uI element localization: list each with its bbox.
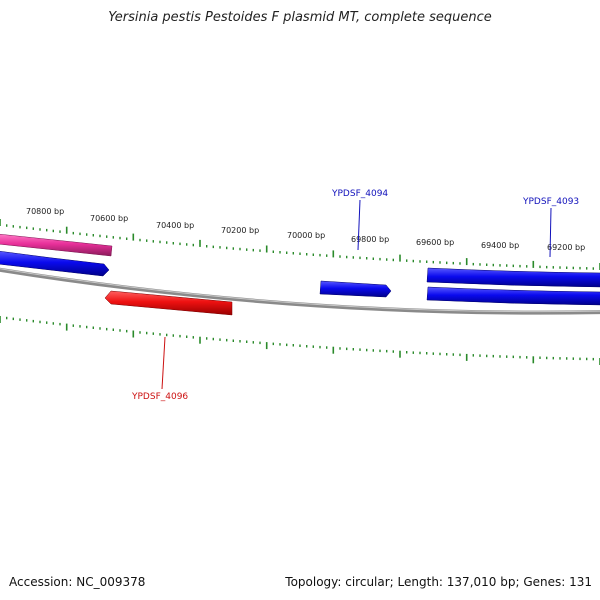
gene-arrow-ypdsf-4094[interactable] — [319, 280, 392, 298]
scale-label-69200: 69200 bp — [547, 243, 585, 252]
gene-label-ypdsf-4094[interactable]: YPDSF_4094 — [331, 189, 388, 199]
gene-arrow-ypdsf-4093-lower[interactable] — [426, 286, 600, 306]
genome-backbone-highlight — [0, 268, 600, 313]
gene-arrow-ypdsf-4093-upper[interactable] — [426, 267, 600, 288]
scale-label-69400: 69400 bp — [481, 241, 519, 250]
gene-arrow-left-forward[interactable] — [0, 251, 110, 277]
scale-label-70000: 70000 bp — [287, 231, 325, 240]
scale-label-70400: 70400 bp — [156, 221, 194, 230]
scale-label-69800: 69800 bp — [351, 235, 389, 244]
sequence-info-text: Topology: circular; Length: 137,010 bp; … — [285, 575, 592, 589]
leader-line-ypdsf-4093 — [549, 207, 552, 258]
leader-line-ypdsf-4096 — [161, 336, 166, 390]
scale-labels: 70800 bp 70600 bp 70400 bp 70200 bp 7000… — [26, 207, 585, 252]
pink-feature-arc[interactable] — [0, 233, 113, 257]
gene-label-ypdsf-4096[interactable]: YPDSF_4096 — [131, 392, 188, 402]
scale-label-70600: 70600 bp — [90, 214, 128, 223]
gene-arrow-ypdsf-4096[interactable] — [104, 290, 233, 316]
outer-tick-ring — [0, 219, 600, 270]
scale-label-70200: 70200 bp — [221, 226, 259, 235]
map-title: Yersinia pestis Pestoides F plasmid MT, … — [108, 10, 492, 25]
gene-label-ypdsf-4093[interactable]: YPDSF_4093 — [522, 197, 579, 207]
genome-backbone — [0, 267, 600, 315]
leader-line-ypdsf-4094 — [357, 199, 361, 251]
scale-label-69600: 69600 bp — [416, 238, 454, 247]
scale-label-70800: 70800 bp — [26, 207, 64, 216]
accession-text: Accession: NC_009378 — [9, 575, 146, 589]
inner-tick-ring — [0, 316, 600, 365]
